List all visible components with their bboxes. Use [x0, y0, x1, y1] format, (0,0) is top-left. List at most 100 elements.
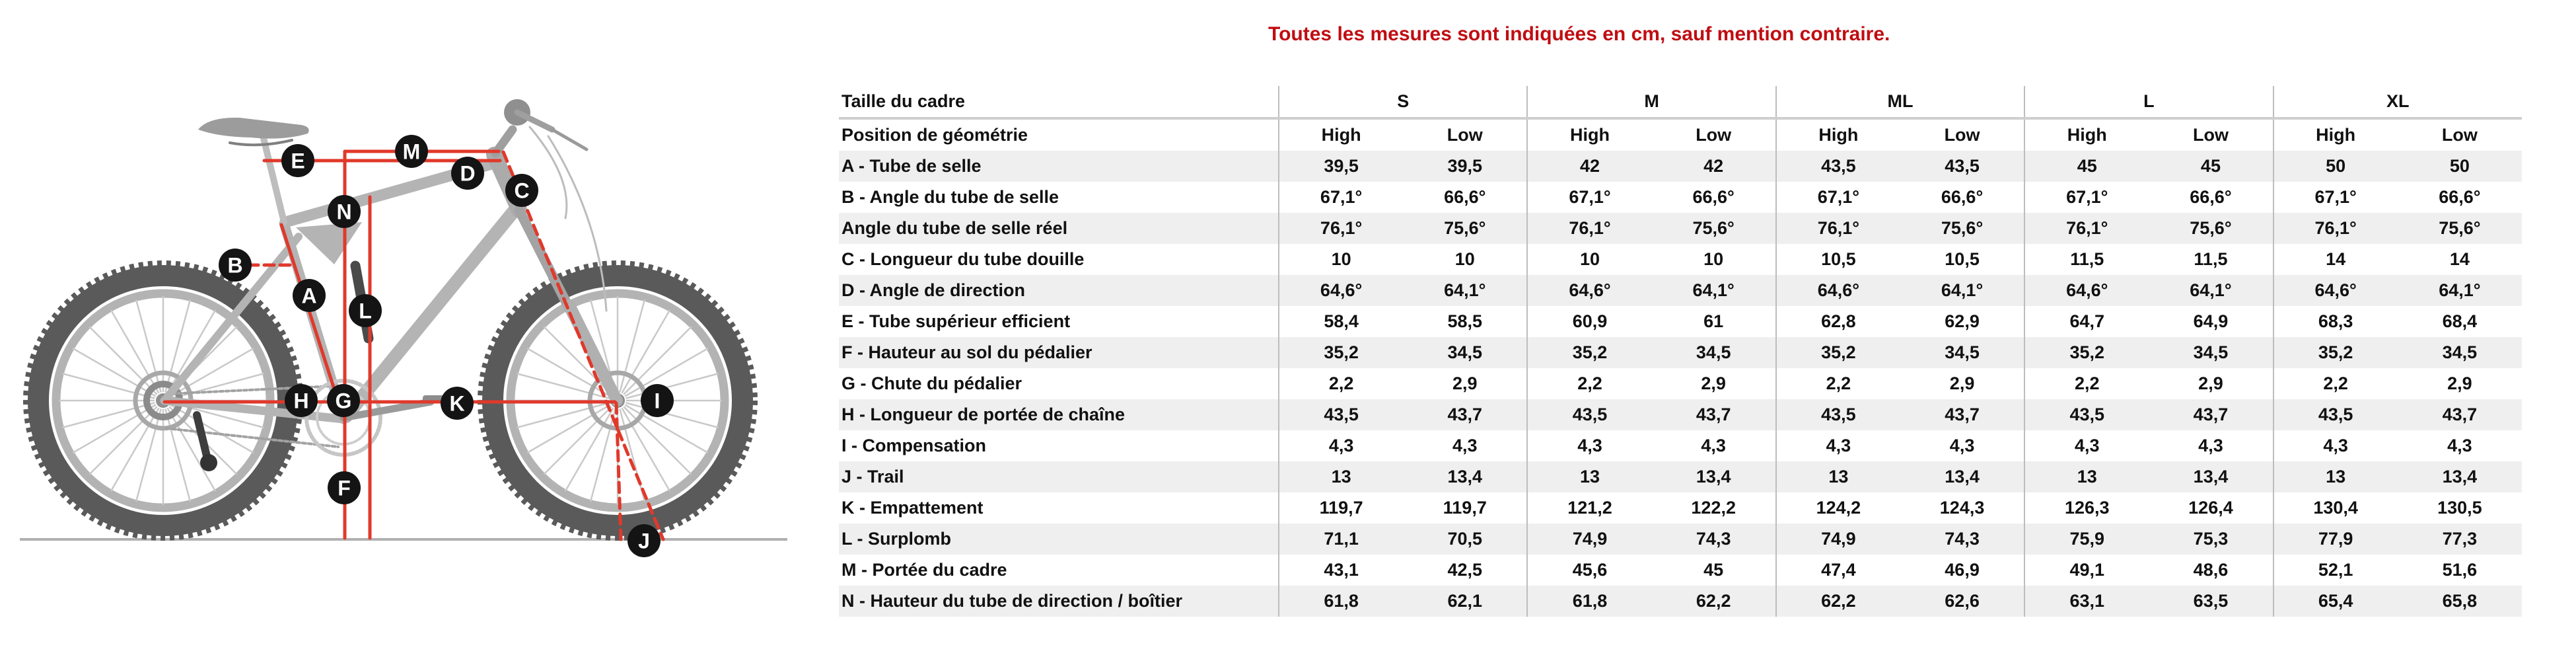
cell-value: 34,5	[1900, 337, 2025, 368]
brake-cable	[528, 126, 568, 219]
cell-value: 75,6°	[1403, 213, 1528, 244]
cell-value: 13	[2024, 461, 2149, 492]
measure-front-contact-dashed	[614, 401, 623, 541]
cell-value: 2,9	[2447, 373, 2472, 393]
row-label: J - Trail	[839, 461, 1279, 492]
cell-value: 45	[1703, 560, 1724, 580]
cell-value: 43,7	[1651, 399, 1776, 430]
cell-value: 13,4	[2149, 461, 2273, 492]
bike-label-J: J	[627, 524, 661, 557]
table-row: Angle du tube de selle réel 76,1° 75,6° 76,…	[839, 213, 2522, 244]
row-label: F - Hauteur au sol du pédalier	[839, 337, 1279, 368]
cell-value: 43,5	[1775, 151, 1900, 182]
cell-value: 61,8	[1526, 586, 1652, 617]
units-note: Toutes les mesures sont indiquées en cm,…	[1268, 23, 1890, 45]
bike-label-A: A	[293, 279, 326, 312]
cell-value: 13	[1775, 461, 1900, 492]
rear-derailleur	[193, 411, 211, 463]
geometry-table: Taille du cadre S M ML L XL Position de géomét…	[839, 86, 2522, 617]
cell-value: 67,1°	[1526, 182, 1652, 213]
table-row: N - Hauteur du tube de direction / boîti…	[839, 586, 2522, 617]
cell-value: 43,5	[2024, 399, 2149, 430]
bike-label-M: M	[395, 135, 428, 168]
cell-value: 119,7	[1278, 492, 1404, 524]
cell-value: 13,4	[1651, 461, 1776, 492]
cell-value: 67,1°	[2024, 182, 2149, 213]
cell-value: 4,3	[2024, 430, 2149, 461]
cell-value: 35,2	[2272, 337, 2398, 368]
row-label: G - Chute du pédalier	[841, 373, 1022, 393]
cell-value: 124,3	[1939, 498, 1985, 518]
cell-value: 63,5	[2149, 586, 2273, 617]
col-header-XL-low: Low	[2441, 125, 2478, 145]
col-header-size-L: L	[2024, 86, 2273, 120]
cell-value: 34,5	[2149, 337, 2273, 368]
cell-value: 2,9	[1949, 373, 1975, 393]
cell-value: 42,5	[1447, 560, 1483, 580]
cell-value: 14	[2449, 249, 2470, 269]
cell-value: 75,6°	[2149, 213, 2273, 244]
cell-value: 10	[1278, 244, 1404, 275]
cell-value: 42	[1651, 151, 1776, 182]
handlebar	[514, 109, 555, 133]
cell-value: 11,5	[2024, 244, 2149, 275]
measure-steering-axis-dashed	[501, 150, 665, 541]
cell-value: 35,2	[1775, 337, 1900, 368]
table-row: I - Compensation 4,3 4,3 4,3 4,3 4,3 4,3 4,3 4,3…	[839, 430, 2522, 461]
cell-value: 39,5	[1403, 151, 1528, 182]
cell-value: 39,5	[1278, 151, 1404, 182]
col-header-S-high: High	[1278, 118, 1404, 151]
cell-value: 2,9	[2198, 373, 2223, 393]
cell-value: 13,4	[1900, 461, 2025, 492]
cell-value: 48,6	[2193, 560, 2229, 580]
cell-value: 63,1	[2024, 586, 2149, 617]
cell-value: 4,3	[2447, 436, 2472, 455]
position-header-label: Position de géométrie	[841, 125, 1028, 145]
cell-value: 2,9	[1452, 373, 1478, 393]
col-header-size-M: M	[1526, 86, 1776, 120]
bike-geometry-diagram: A B C D E F G H I J K L M N	[20, 99, 787, 557]
bike-label-E: E	[281, 144, 314, 177]
col-header-XL-high: High	[2272, 118, 2398, 151]
cell-value: 4,3	[1701, 436, 1726, 455]
table-row: E - Tube supérieur efficient 58,4 58,5 60,9…	[839, 306, 2522, 337]
table-row: L - Surplomb 71,1 70,5 74,9 74,3 74,9 74,3 75,9…	[839, 524, 2522, 555]
cell-value: 13	[1526, 461, 1652, 492]
cell-value: 64,6°	[1278, 275, 1404, 306]
measure-seattube-line	[279, 223, 345, 418]
cell-value: 64,6°	[2024, 275, 2149, 306]
row-label: A - Tube de selle	[839, 151, 1279, 182]
bike-label-letter: B	[227, 254, 242, 278]
bike-label-letter: E	[291, 149, 304, 173]
bike-label-B: B	[219, 249, 252, 282]
bike-label-letter: L	[359, 299, 372, 323]
cell-value: 34,5	[2397, 337, 2522, 368]
cell-value: 64,6°	[2272, 275, 2398, 306]
cell-value: 13	[2272, 461, 2398, 492]
cell-value: 67,1°	[2272, 182, 2398, 213]
cell-value: 75,6°	[1900, 213, 2025, 244]
cell-value: 13,4	[1403, 461, 1528, 492]
cell-value: 2,2	[1775, 368, 1900, 399]
cell-value: 10,5	[1775, 244, 1900, 275]
cell-value: 10	[1526, 244, 1652, 275]
cell-value: 75,6°	[2397, 213, 2522, 244]
cell-value: 76,1°	[1526, 213, 1652, 244]
row-label: I - Compensation	[841, 436, 987, 455]
cell-value: 52,1	[2272, 555, 2398, 586]
bike-label-letter: H	[293, 389, 308, 413]
cell-value: 51,6	[2442, 560, 2478, 580]
cell-value: 4,3	[1949, 436, 1975, 455]
cell-value: 122,2	[1691, 498, 1736, 518]
cell-value: 34,5	[1651, 337, 1776, 368]
cell-value: 10	[1703, 249, 1724, 269]
col-header-M-low: Low	[1696, 125, 1732, 145]
cell-value: 43,7	[2149, 399, 2273, 430]
cell-value: 2,2	[2272, 368, 2398, 399]
cell-value: 130,4	[2272, 492, 2398, 524]
cell-value: 76,1°	[1278, 213, 1404, 244]
table-row: M - Portée du cadre 43,1 42,5 45,6 45 47,4 46,…	[839, 555, 2522, 586]
table-row: G - Chute du pédalier 2,2 2,9 2,2 2,9 2,2 2,9 2…	[839, 368, 2522, 399]
chainstay-tube	[160, 396, 348, 424]
bike-label-D: D	[451, 157, 484, 190]
